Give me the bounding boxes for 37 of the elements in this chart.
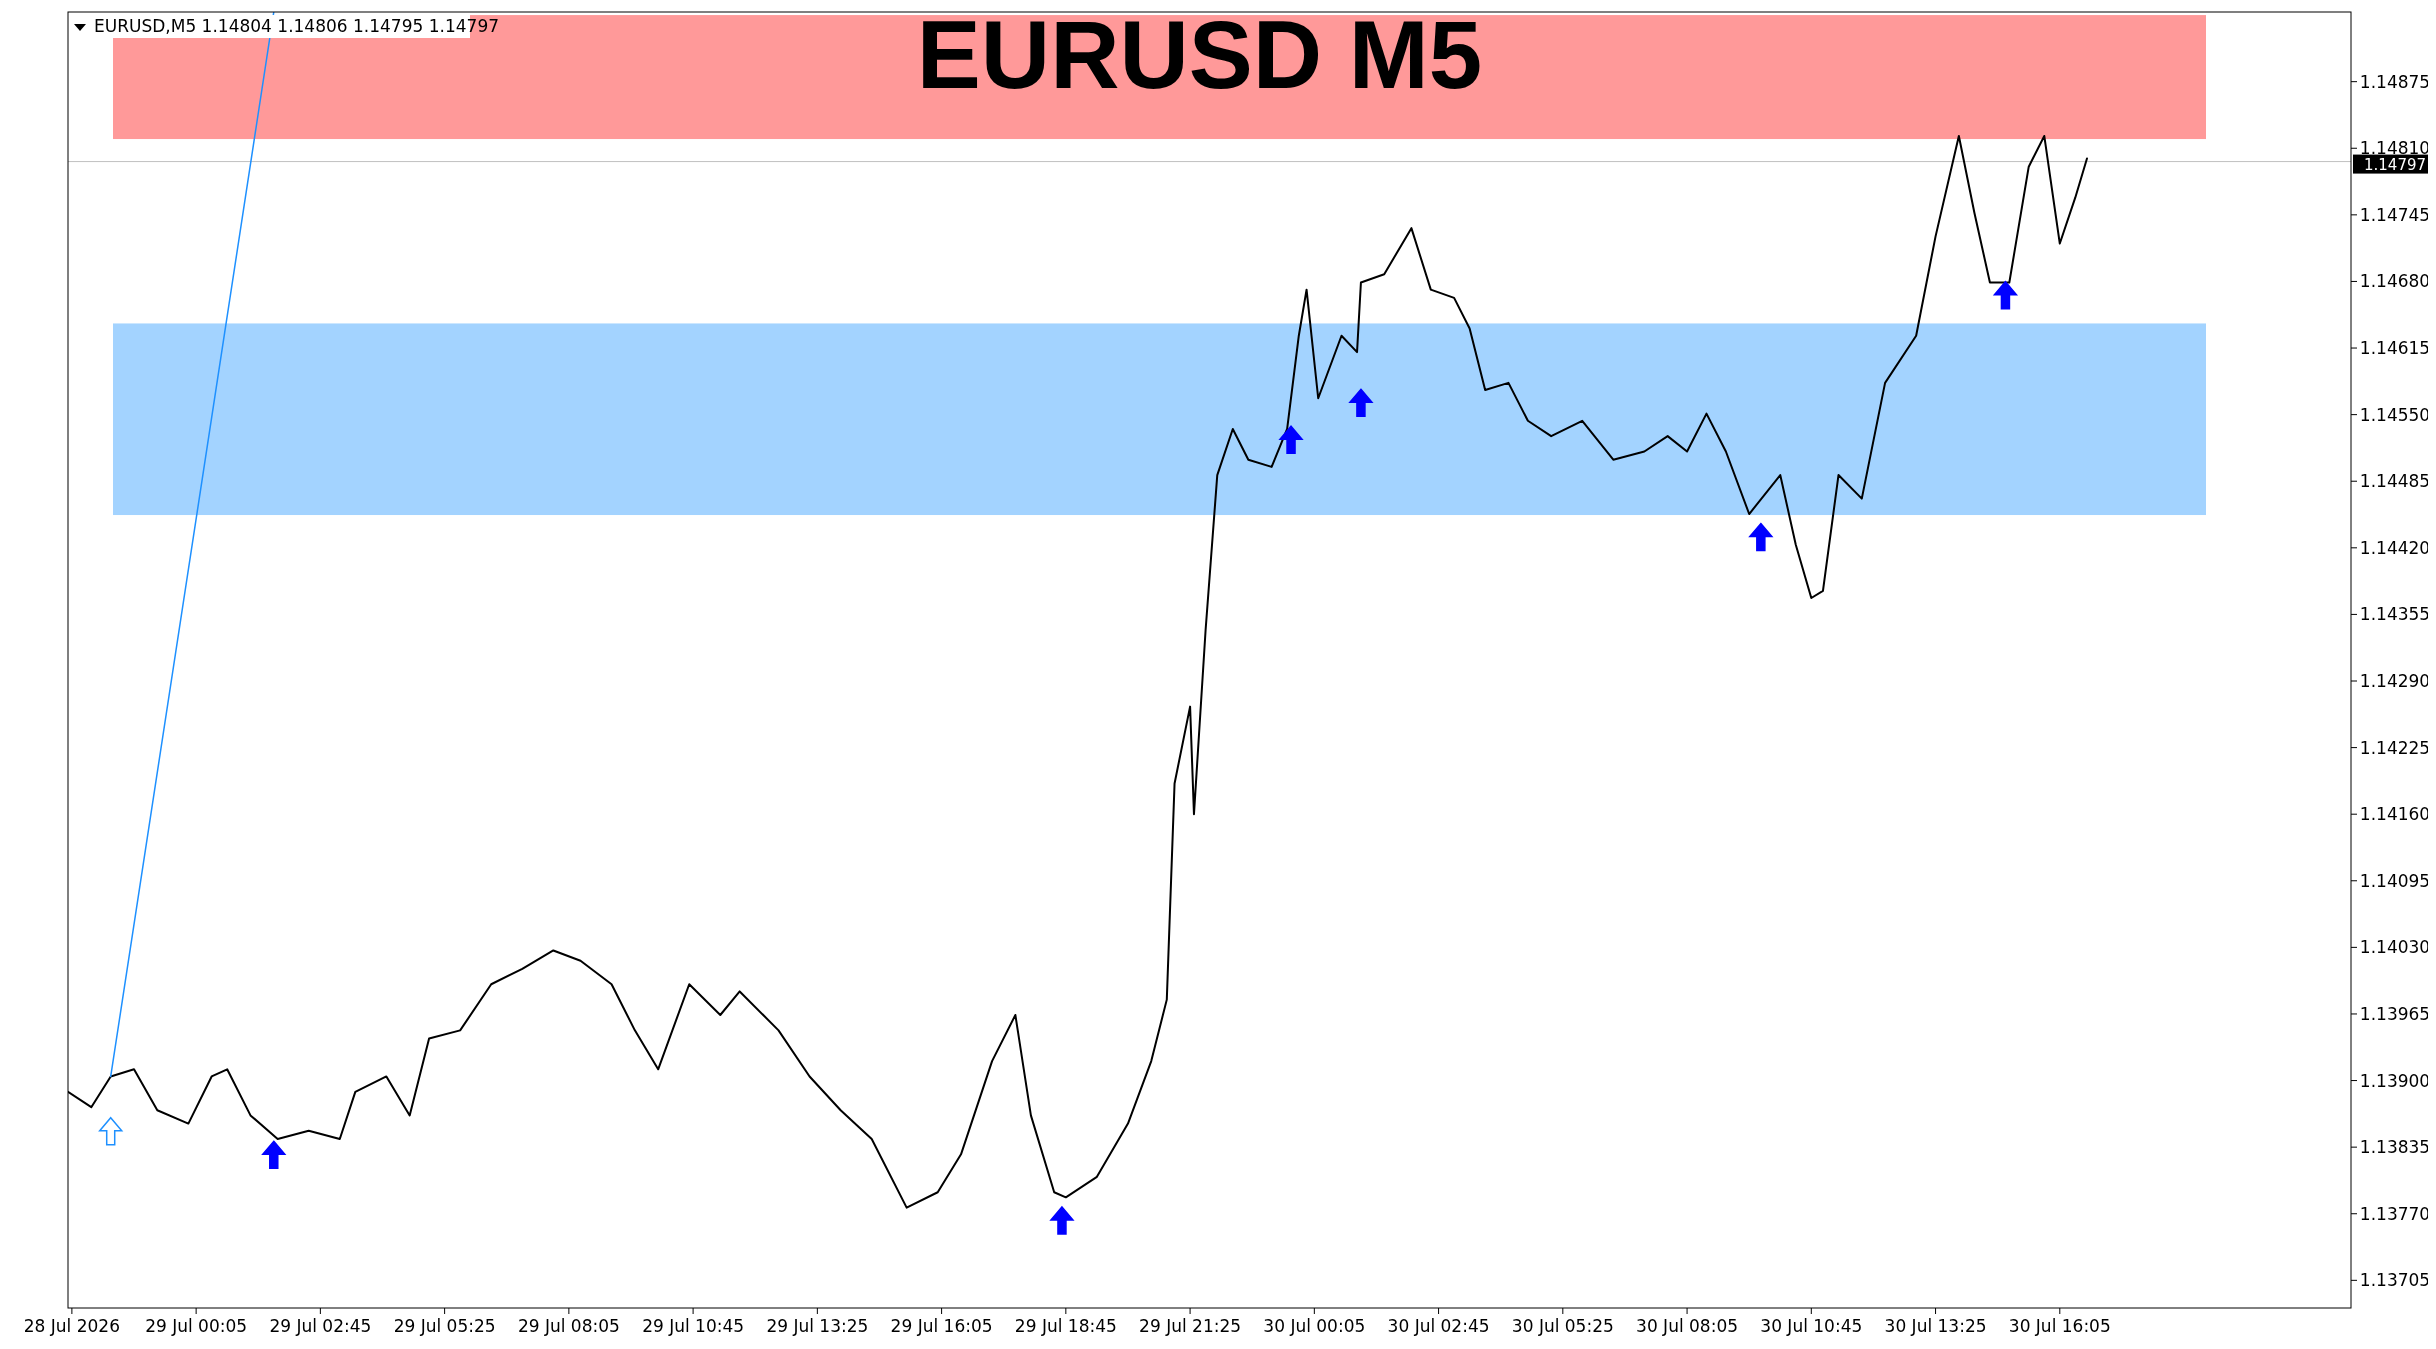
x-tick-label: 29 Jul 21:25 [1139,1316,1242,1336]
x-tick-label: 30 Jul 08:05 [1636,1316,1739,1336]
point [1993,281,2018,310]
point [1749,522,1773,552]
x-tick-label: 30 Jul 02:45 [1387,1316,1490,1336]
y-tick-label: 1.14225 [2359,737,2431,758]
x-tick-label: 29 Jul 10:45 [642,1316,745,1336]
chart-subtitle: EURUSD,M5 1.14804 1.14806 1.14795 1.14797 [94,16,500,36]
y-tick-label: 1.14875 [2359,71,2431,92]
x-tick-label: 29 Jul 13:25 [766,1316,869,1336]
x-tick-label: 29 Jul 18:45 [1014,1316,1117,1336]
ref-line-label: 1.14797 [2363,155,2427,174]
x-tick-label: 29 Jul 08:05 [517,1316,620,1336]
x-tick-label: 29 Jul 00:05 [145,1316,248,1336]
x-tick-label: 30 Jul 16:05 [2008,1316,2111,1336]
point [98,1117,123,1146]
y-tick-label: 1.14745 [2359,204,2431,225]
y-tick-label: 1.14485 [2359,471,2431,492]
point [1279,425,1303,454]
x-tick-label: 30 Jul 00:05 [1263,1316,1366,1336]
y-tick-label: 1.14095 [2359,870,2431,891]
point [262,1140,286,1170]
x-tick-label: 29 Jul 16:05 [890,1316,993,1336]
x-tick-label: 30 Jul 13:25 [1884,1316,1987,1336]
x-tick-label: 30 Jul 05:25 [1511,1316,1614,1336]
point [1349,388,1373,418]
y-tick-label: 1.14615 [2359,338,2431,359]
x-tick-label: 30 Jul 10:45 [1760,1316,1863,1336]
point [1050,1206,1074,1235]
chart-title: EURUSD M5 [916,1,1483,108]
y-tick-label: 1.13705 [2359,1270,2431,1291]
x-tick-label: 29 Jul 05:25 [393,1316,496,1336]
x-tick-label: 29 Jul 02:45 [269,1316,372,1336]
y-tick-label: 1.13965 [2359,1003,2431,1024]
y-tick-label: 1.13835 [2359,1137,2431,1158]
y-tick-label: 1.14355 [2359,604,2431,625]
x-tick-label: 28 Jul 2026 [23,1316,120,1336]
